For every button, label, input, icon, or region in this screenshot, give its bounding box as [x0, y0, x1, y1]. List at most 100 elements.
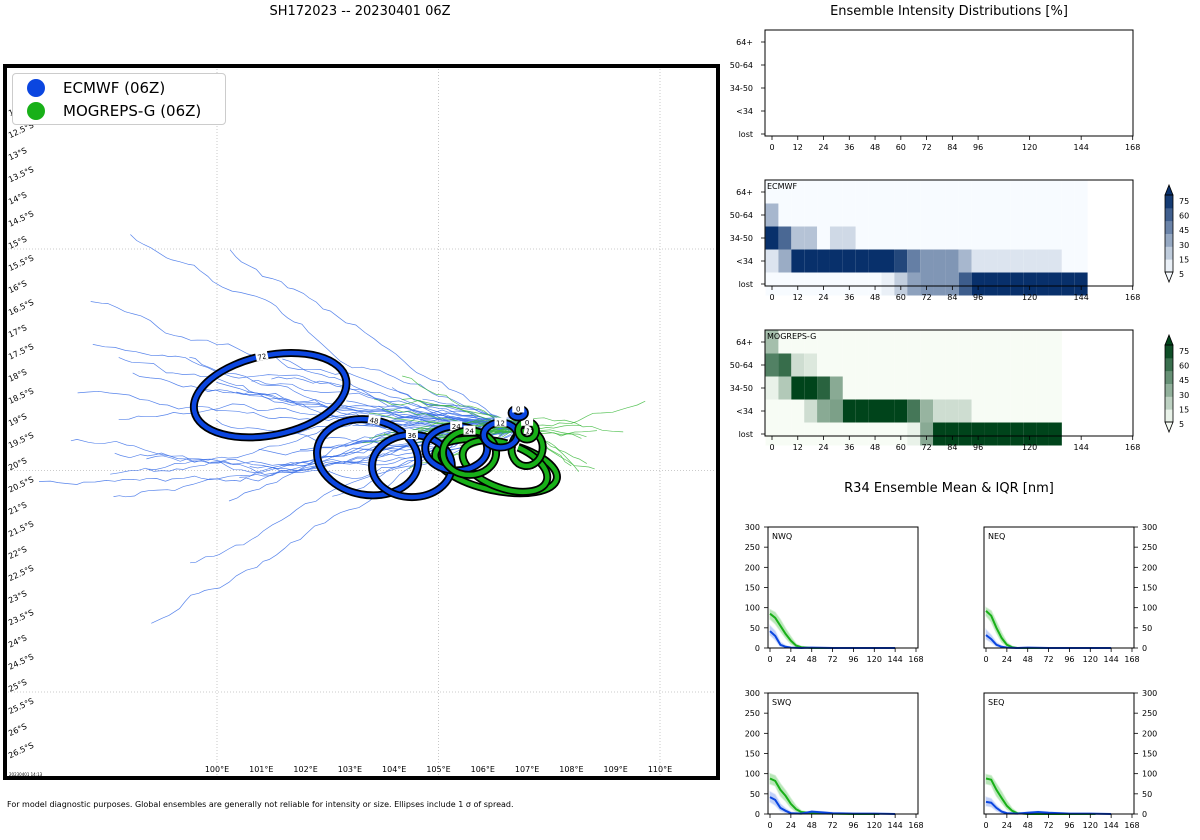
- heatmap-cell: [997, 272, 1011, 296]
- heatmap-cell: [868, 203, 882, 227]
- colorbar-frame: [1164, 194, 1174, 273]
- x-tick-label: 0: [767, 655, 772, 664]
- heatmap-cell: [855, 422, 869, 446]
- heatmap-cell: [971, 376, 985, 400]
- lat-tick-label: 16°S: [7, 279, 28, 295]
- heatmap-cell: [855, 226, 869, 250]
- heatmap-cell: [817, 399, 830, 423]
- heatmap-cell: [933, 226, 946, 250]
- mogreps-iqr-band: [985, 606, 1096, 649]
- lat-tick-label: 26°S: [7, 722, 28, 738]
- x-tick-label: 12: [793, 143, 803, 152]
- heatmap-cell: [829, 249, 843, 273]
- colorbar-extend-top: [1164, 183, 1174, 196]
- x-tick-label: 120: [1022, 293, 1037, 302]
- heatmap-cell: [868, 249, 882, 273]
- heatmap-cell: [842, 330, 856, 354]
- tau-label: 72: [257, 352, 267, 362]
- colorbar-segment: [1165, 246, 1173, 260]
- heatmap-cell: [997, 180, 1011, 204]
- heatmap-cell: [829, 422, 843, 446]
- heatmap-cell: [971, 203, 985, 227]
- heatmap-cell: [933, 249, 946, 273]
- legend-label: ECMWF (06Z): [63, 79, 166, 97]
- heatmap-cell: [765, 203, 779, 227]
- colorbar-extend-bottom: [1164, 271, 1174, 284]
- colorbar-segment: [1165, 207, 1173, 222]
- heatmap-cell: [791, 249, 805, 273]
- heatmap-cell: [1074, 180, 1088, 204]
- heatmap-cell: [804, 376, 818, 400]
- x-tick-label: 48: [807, 821, 817, 830]
- heatmap-cell: [920, 422, 934, 446]
- heatmap-cell: [1036, 272, 1049, 296]
- x-tick-label: 72: [921, 143, 931, 152]
- x-tick-label: 144: [1104, 655, 1119, 664]
- heatmap-cell: [1048, 203, 1062, 227]
- heatmap-cell: [945, 422, 959, 446]
- heatmap-cell: [1036, 226, 1049, 250]
- colorbar-tick-label: 30: [1179, 241, 1189, 250]
- ensemble-track: [118, 357, 524, 424]
- heatmap-cell: [804, 226, 818, 250]
- heatmap-cell: [933, 422, 946, 446]
- heatmap-cell: [1061, 226, 1075, 250]
- heatmap-cell: [894, 399, 908, 423]
- heatmap-cell: [945, 226, 959, 250]
- heatmap-cell: [881, 272, 895, 296]
- lat-tick-label: 25.5°S: [7, 696, 35, 716]
- intensity-panel-mogreps-g: 64+ 50-64 34-50 <34 lost 0 12 24 36 48 60 72 84 96 120…: [730, 329, 1189, 452]
- r34-panel-nwq: NWQ 0 50 100 150 200 250 300 0 24 48 72 96 120 144 168: [745, 523, 924, 664]
- lon-tick-label: 106°E: [471, 765, 495, 774]
- heatmap-cell: [791, 330, 805, 354]
- ensemble-track: [151, 428, 522, 624]
- heatmap-cell: [881, 203, 895, 227]
- intensity-title: Ensemble Intensity Distributions [%]: [830, 4, 1068, 19]
- heatmap-cell: [933, 272, 946, 296]
- tau-label: 12: [525, 427, 535, 436]
- heatmap-cell: [984, 272, 998, 296]
- heatmap-cell: [958, 399, 972, 423]
- heatmap-cell: [894, 226, 908, 250]
- heatmap-cell: [1023, 272, 1037, 296]
- heatmap-cell: [1010, 226, 1024, 250]
- heatmap-cell: [817, 422, 830, 446]
- colorbar-tick-label: 15: [1179, 255, 1189, 264]
- heatmap-cell: [997, 203, 1011, 227]
- tau-label-bg: [450, 421, 463, 431]
- lon-tick-label: 108°E: [559, 765, 583, 774]
- heatmap-cell: [984, 399, 998, 423]
- lat-tick-label: 14.5°S: [7, 209, 35, 229]
- y-tick-label: 100: [745, 604, 760, 613]
- heatmap-cell: [920, 272, 934, 296]
- x-tick-label: 48: [807, 655, 817, 664]
- colorbar-segment: [1165, 396, 1173, 410]
- lat-tick-label: 17°S: [7, 323, 28, 339]
- x-tick-label: 84: [947, 443, 957, 452]
- heatmap-cell: [881, 422, 895, 446]
- y-tick-label: 200: [745, 563, 760, 572]
- panel-frame: [983, 692, 1135, 815]
- panel-frame: [983, 526, 1135, 649]
- heatmap-cell: [829, 399, 843, 423]
- heatmap-cell: [971, 422, 985, 446]
- intensity-row-label: 34-50: [730, 84, 753, 93]
- heatmap-cell: [984, 203, 998, 227]
- intensity-row-label: lost: [739, 430, 753, 439]
- heatmap-cell: [971, 399, 985, 423]
- heatmap-cell: [817, 376, 830, 400]
- heatmap-cell: [1036, 330, 1049, 354]
- intensity-row-label: 50-64: [730, 61, 753, 70]
- x-tick-label: 96: [1064, 655, 1074, 664]
- colorbar-tick-label: 60: [1179, 362, 1189, 371]
- heatmap-cell: [1074, 226, 1088, 250]
- heatmap-cell: [868, 399, 882, 423]
- tau-label-bg: [463, 425, 476, 435]
- lon-tick-label: 100°E: [205, 765, 229, 774]
- x-tick-label: 168: [1124, 655, 1139, 664]
- heatmap-cell: [881, 226, 895, 250]
- heatmap-cell: [868, 422, 882, 446]
- panel-model-label: ECMWF: [767, 182, 797, 191]
- y-tick-label: 0: [755, 810, 760, 819]
